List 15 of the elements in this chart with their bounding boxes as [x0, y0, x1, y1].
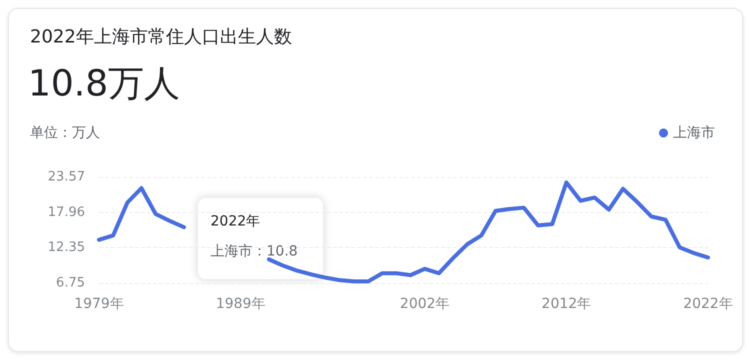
- x-tick-label: 2002年: [400, 296, 450, 312]
- y-axis-title: 单位：万人: [30, 125, 100, 141]
- y-tick-label: 6.75: [56, 276, 85, 290]
- y-tick-label: 12.35: [48, 240, 85, 256]
- chart-title: 2022年上海市常住人口出生人数: [30, 26, 292, 48]
- chart-subtitle: 10.8万人: [28, 64, 180, 104]
- x-tick-label: 2012年: [542, 296, 592, 312]
- y-tick-label: 17.96: [48, 204, 85, 220]
- y-tick-label: 23.57: [48, 170, 85, 184]
- x-tick-label: 2022年: [683, 296, 733, 312]
- x-tick-label: 1989年: [216, 296, 266, 312]
- annotation: 2022年: [210, 214, 260, 230]
- annotation: 上海市：10.8: [210, 244, 298, 260]
- x-tick-label: 1979年: [74, 296, 124, 312]
- legend-label: 上海市: [673, 125, 715, 141]
